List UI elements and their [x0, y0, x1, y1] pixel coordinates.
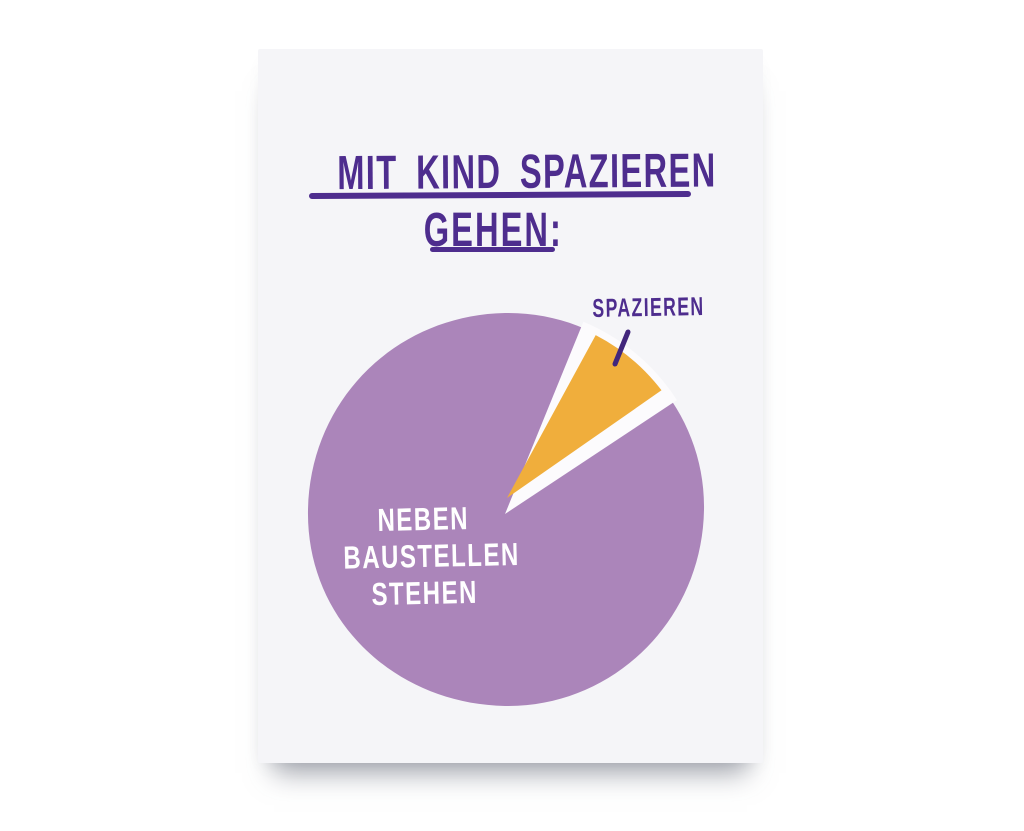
annotation-pointer-line	[612, 329, 631, 367]
large-slice-label-line2-text: BAUSTELLEN	[343, 535, 521, 576]
pie-chart	[307, 312, 705, 707]
large-slice-label-line3-text: STEHEN	[371, 573, 479, 613]
poster-title-line2-text: GEHEN:	[423, 204, 564, 257]
postcard: MIT KIND SPAZIEREN GEHEN: SPAZIEREN NEBE…	[258, 49, 763, 763]
large-slice-label-line1-text: NEBEN	[377, 500, 470, 538]
large-slice-label-line: NEBEN	[313, 499, 534, 541]
small-slice-annotation-text: SPAZIEREN	[591, 291, 705, 323]
small-slice-annotation: SPAZIEREN	[548, 291, 748, 323]
pie-slice-small	[507, 335, 662, 498]
large-slice-label-line: STEHEN	[314, 573, 535, 615]
poster-title-line2: GEHEN:	[241, 207, 746, 255]
large-slice-label-line: BAUSTELLEN	[314, 536, 535, 578]
large-slice-label: NEBEN BAUSTELLEN STEHEN	[313, 499, 535, 615]
title-underline-2	[430, 247, 555, 252]
